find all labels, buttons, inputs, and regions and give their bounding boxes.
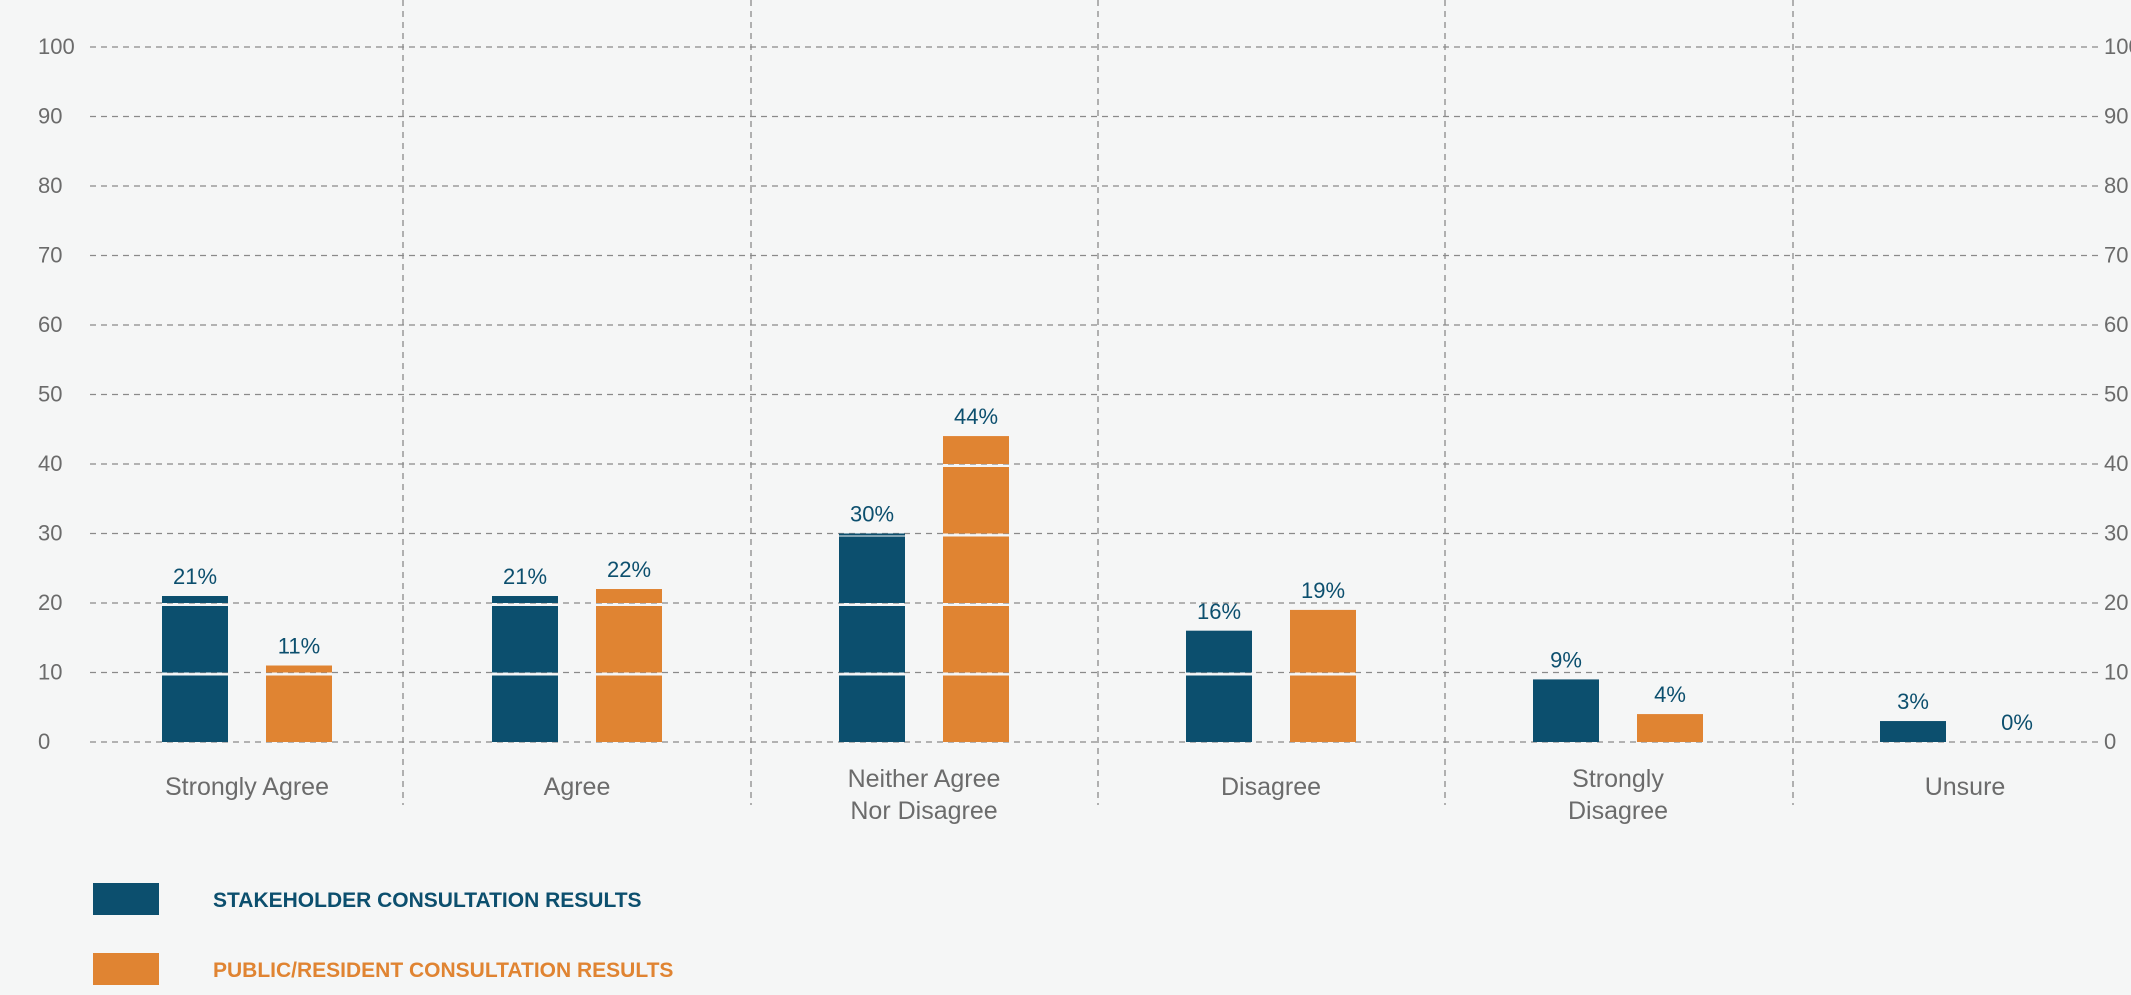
bar-segment <box>943 536 1009 603</box>
bar-segment <box>596 675 662 742</box>
data-label-stakeholder: 30% <box>850 502 894 527</box>
bar-segment <box>1290 675 1356 742</box>
bar-cap <box>1637 714 1703 717</box>
data-label-public: 22% <box>607 557 651 582</box>
bar-segment <box>266 665 332 673</box>
x-category-label: Neither Agree <box>848 765 1001 793</box>
bar-segment <box>1186 630 1252 673</box>
legend-swatch-stakeholder <box>93 883 159 915</box>
y-tick-label-right: 60 <box>2104 312 2128 337</box>
data-label-stakeholder: 3% <box>1897 689 1929 714</box>
legend-label-public: PUBLIC/RESIDENT CONSULTATION RESULTS <box>213 959 674 982</box>
bar-segment <box>943 606 1009 673</box>
bar-stakeholder <box>1880 721 1946 742</box>
bar-segment <box>1637 714 1703 742</box>
bar-segment <box>1880 721 1946 742</box>
legend-item-stakeholder: STAKEHOLDER CONSULTATION RESULTS <box>93 883 1293 915</box>
y-tick-label: 10 <box>38 660 62 685</box>
y-tick-label-right: 100 <box>2104 34 2131 59</box>
bar-cap <box>266 665 332 668</box>
y-tick-label-right: 50 <box>2104 382 2128 407</box>
y-tick-label: 40 <box>38 451 62 476</box>
data-label-public: 44% <box>954 404 998 429</box>
bar-cap <box>839 533 905 536</box>
data-label-stakeholder: 21% <box>173 564 217 589</box>
bar-public <box>266 665 332 742</box>
y-tick-label-right: 20 <box>2104 590 2128 615</box>
x-category-label: Disagree <box>1568 797 1668 825</box>
bar-segment <box>943 467 1009 534</box>
y-tick-label: 30 <box>38 521 62 546</box>
bar-public <box>596 589 662 742</box>
bar-public <box>1637 714 1703 742</box>
x-category-label: Unsure <box>1925 773 2006 801</box>
data-label-stakeholder: 16% <box>1197 599 1241 624</box>
bar-cap <box>1186 630 1252 633</box>
data-label-stakeholder: 9% <box>1550 647 1582 672</box>
bar-cap <box>492 596 558 599</box>
legend-label-stakeholder: STAKEHOLDER CONSULTATION RESULTS <box>213 889 642 912</box>
bar-stakeholder <box>1533 679 1599 742</box>
data-label-public: 11% <box>278 634 320 659</box>
bar-segment <box>1290 609 1356 673</box>
bar-stakeholder <box>839 533 905 742</box>
y-tick-label-right: 80 <box>2104 173 2128 198</box>
bar-cap <box>1880 721 1946 724</box>
bar-cap <box>596 589 662 592</box>
legend-item-public: PUBLIC/RESIDENT CONSULTATION RESULTS <box>93 953 1293 985</box>
bar-segment <box>943 436 1009 464</box>
bar-cap <box>1290 609 1356 612</box>
y-tick-label-right: 0 <box>2104 729 2116 754</box>
bar-cap <box>162 596 228 599</box>
bar-segment <box>162 596 228 603</box>
bar-segment <box>1533 679 1599 742</box>
bar-segment <box>162 606 228 673</box>
bar-stakeholder <box>492 596 558 742</box>
bar-cap <box>943 436 1009 439</box>
x-category-label: Disagree <box>1221 773 1321 801</box>
data-label-public: 19% <box>1301 578 1345 603</box>
y-tick-label-right: 10 <box>2104 660 2128 685</box>
bar-segment <box>492 675 558 742</box>
bar-segment <box>1186 675 1252 742</box>
bar-segment <box>839 606 905 673</box>
y-tick-label: 60 <box>38 312 62 337</box>
bar-stakeholder <box>1186 630 1252 742</box>
bar-public <box>1290 609 1356 742</box>
y-tick-label-right: 30 <box>2104 521 2128 546</box>
y-tick-label-right: 40 <box>2104 451 2128 476</box>
bar-segment <box>162 675 228 742</box>
bar-segment <box>266 675 332 742</box>
bar-segment <box>596 606 662 673</box>
bar-segment <box>596 589 662 603</box>
bar-cap <box>1533 679 1599 682</box>
bar-segment <box>943 675 1009 742</box>
bar-segment <box>839 536 905 603</box>
x-category-label: Nor Disagree <box>850 797 997 825</box>
y-tick-label: 100 <box>38 34 75 59</box>
y-tick-label: 50 <box>38 382 62 407</box>
legend-swatch-public <box>93 953 159 985</box>
bar-segment <box>492 606 558 673</box>
y-tick-label: 90 <box>38 104 62 129</box>
bar-segment <box>839 675 905 742</box>
y-tick-label: 80 <box>38 173 62 198</box>
x-category-label: Strongly Agree <box>165 773 329 801</box>
y-tick-label: 20 <box>38 590 62 615</box>
x-category-label: Agree <box>544 773 611 801</box>
y-tick-label: 0 <box>38 729 50 754</box>
bar-segment <box>492 596 558 603</box>
data-label-public: 0% <box>2001 710 2033 735</box>
data-label-stakeholder: 21% <box>503 564 547 589</box>
x-category-label: Strongly <box>1572 765 1664 793</box>
y-tick-label-right: 90 <box>2104 104 2128 129</box>
bar-public <box>943 436 1009 742</box>
bar-stakeholder <box>162 596 228 742</box>
y-tick-label-right: 70 <box>2104 243 2128 268</box>
data-label-public: 4% <box>1654 682 1686 707</box>
y-tick-label: 70 <box>38 243 62 268</box>
